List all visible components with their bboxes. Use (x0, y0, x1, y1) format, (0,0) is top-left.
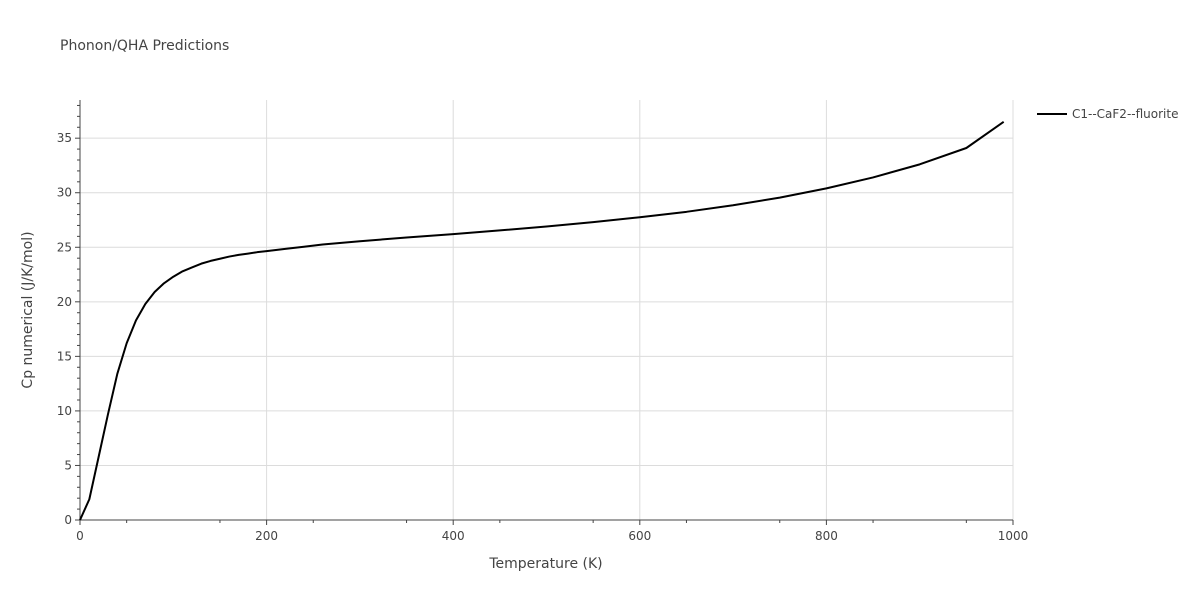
y-ticks: 0 5 10 15 20 25 30 35 (57, 104, 80, 527)
x-ticks: 0 200 400 600 800 1000 (76, 520, 1028, 543)
x-tick-label: 0 (76, 529, 84, 543)
legend[interactable]: C1--CaF2--fluorite (1037, 107, 1178, 121)
y-tick-label: 25 (57, 240, 72, 254)
y-tick-label: 10 (57, 404, 72, 418)
y-axis-title: Cp numerical (J/K/mol) (20, 231, 36, 388)
chart-title: Phonon/QHA Predictions (60, 38, 229, 54)
x-tick-label: 200 (255, 529, 278, 543)
y-tick-label: 0 (64, 513, 72, 527)
y-tick-label: 30 (57, 186, 72, 200)
grid (80, 100, 1014, 520)
y-tick-label: 35 (57, 131, 72, 145)
legend-label: C1--CaF2--fluorite (1072, 107, 1178, 121)
y-tick-label: 20 (57, 295, 72, 309)
x-tick-label: 800 (815, 529, 838, 543)
x-tick-label: 1000 (998, 529, 1029, 543)
series-line[interactable] (79, 121, 1005, 521)
axes (79, 100, 1013, 521)
x-tick-label: 400 (442, 529, 465, 543)
series-layer (79, 121, 1005, 521)
x-tick-label: 600 (628, 529, 651, 543)
y-tick-label: 15 (57, 349, 72, 363)
y-tick-label: 5 (64, 458, 72, 472)
x-axis-title: Temperature (K) (488, 556, 602, 572)
